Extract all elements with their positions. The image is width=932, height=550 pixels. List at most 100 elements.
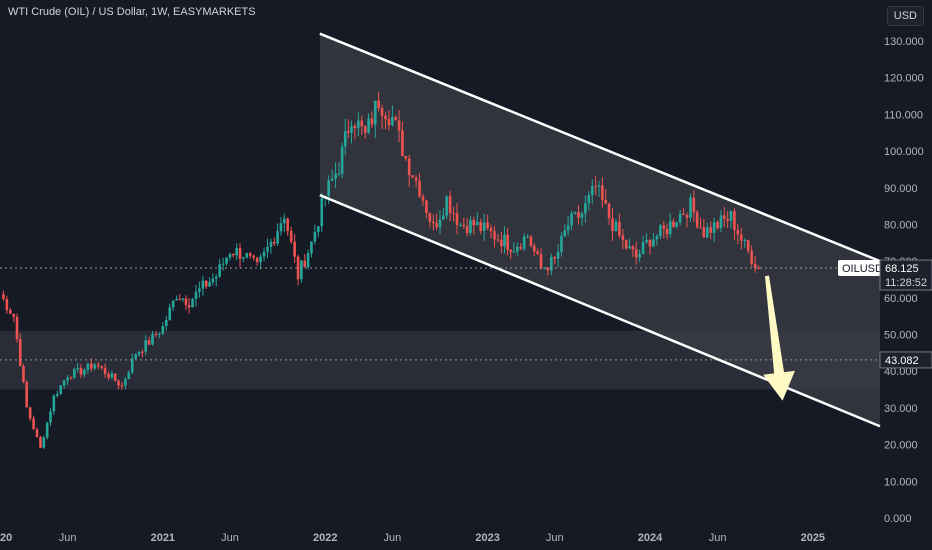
candle-body	[675, 222, 678, 227]
candle-body	[428, 212, 432, 222]
candle	[22, 363, 25, 384]
candle-body	[397, 120, 401, 131]
candle	[252, 254, 256, 261]
candle-body	[479, 222, 483, 231]
candle-body	[238, 248, 242, 259]
candle-body	[668, 221, 672, 235]
candle	[117, 379, 120, 390]
symbol-tag	[838, 260, 880, 277]
candle	[432, 214, 435, 231]
y-tick-label: 50.000	[884, 330, 918, 342]
candle-body	[357, 120, 360, 129]
candle	[35, 427, 39, 438]
candle-body	[45, 422, 49, 438]
candle	[455, 203, 459, 235]
candle	[418, 173, 421, 198]
candle	[360, 115, 364, 135]
candle-body	[22, 366, 25, 382]
candle	[682, 207, 685, 216]
candle	[709, 221, 713, 240]
candle-body	[52, 395, 56, 412]
candle	[621, 228, 625, 250]
candle-body	[303, 260, 307, 267]
candle-body	[689, 197, 692, 218]
candle	[350, 120, 353, 144]
candle	[32, 415, 35, 430]
candle	[665, 223, 669, 240]
y-tick-label: 90.000	[884, 183, 918, 195]
currency-button[interactable]: USD	[886, 6, 924, 26]
candle	[516, 242, 519, 256]
candle-body	[90, 363, 93, 369]
candle-body	[556, 251, 560, 259]
last-price-tag	[879, 259, 932, 291]
candle	[107, 371, 110, 381]
candle	[370, 111, 374, 128]
candle	[556, 244, 560, 268]
candle	[276, 223, 279, 246]
candle	[685, 212, 689, 228]
y-tick-label: 80.000	[884, 219, 918, 231]
candle	[580, 211, 584, 227]
candle	[214, 274, 218, 287]
candle	[740, 227, 743, 250]
candle-body	[282, 218, 286, 224]
candle	[100, 365, 103, 370]
candle-body	[175, 299, 178, 301]
candle	[493, 225, 496, 248]
candle-body	[110, 373, 114, 378]
candle-body	[72, 369, 76, 378]
candle	[719, 210, 723, 233]
candle	[49, 408, 52, 426]
candle-body	[340, 146, 344, 174]
candle	[171, 300, 175, 312]
candle	[175, 295, 178, 301]
candle	[604, 188, 608, 204]
candle-body	[452, 212, 455, 214]
candle-body	[563, 230, 567, 237]
candle-body	[5, 298, 9, 311]
candle	[303, 253, 307, 268]
candle-body	[448, 196, 452, 213]
candle-body	[69, 377, 73, 379]
candle	[469, 215, 472, 236]
candle-body	[665, 229, 669, 235]
candle	[380, 104, 384, 130]
candle-body	[178, 299, 182, 301]
candle-body	[134, 354, 137, 359]
candle	[414, 174, 418, 188]
candle	[357, 112, 360, 137]
candle	[235, 243, 238, 261]
candle	[141, 349, 144, 358]
candle	[120, 381, 124, 390]
candle-body	[645, 240, 648, 243]
candle-body	[28, 407, 32, 419]
candle	[652, 232, 655, 247]
candle-body	[455, 213, 459, 226]
candle	[472, 216, 476, 235]
candle-body	[235, 248, 238, 256]
candle	[320, 192, 324, 232]
candle-body	[242, 257, 245, 259]
candle	[90, 358, 93, 372]
candle	[722, 206, 726, 228]
candle	[428, 212, 432, 228]
candle-body	[709, 227, 713, 233]
candle	[15, 313, 19, 343]
candle	[137, 351, 141, 357]
candle	[594, 175, 598, 196]
candle-body	[573, 212, 577, 214]
candle	[330, 169, 334, 182]
candle-body	[232, 253, 235, 256]
candle	[59, 385, 63, 395]
candle	[736, 223, 740, 245]
candle	[259, 253, 262, 270]
candle-body	[347, 131, 350, 133]
candle-body	[699, 227, 702, 229]
candle-body	[733, 211, 736, 231]
candle-body	[158, 333, 161, 335]
candle	[194, 285, 198, 307]
x-tick-label: 2024	[638, 532, 663, 544]
candle-body	[225, 257, 228, 264]
